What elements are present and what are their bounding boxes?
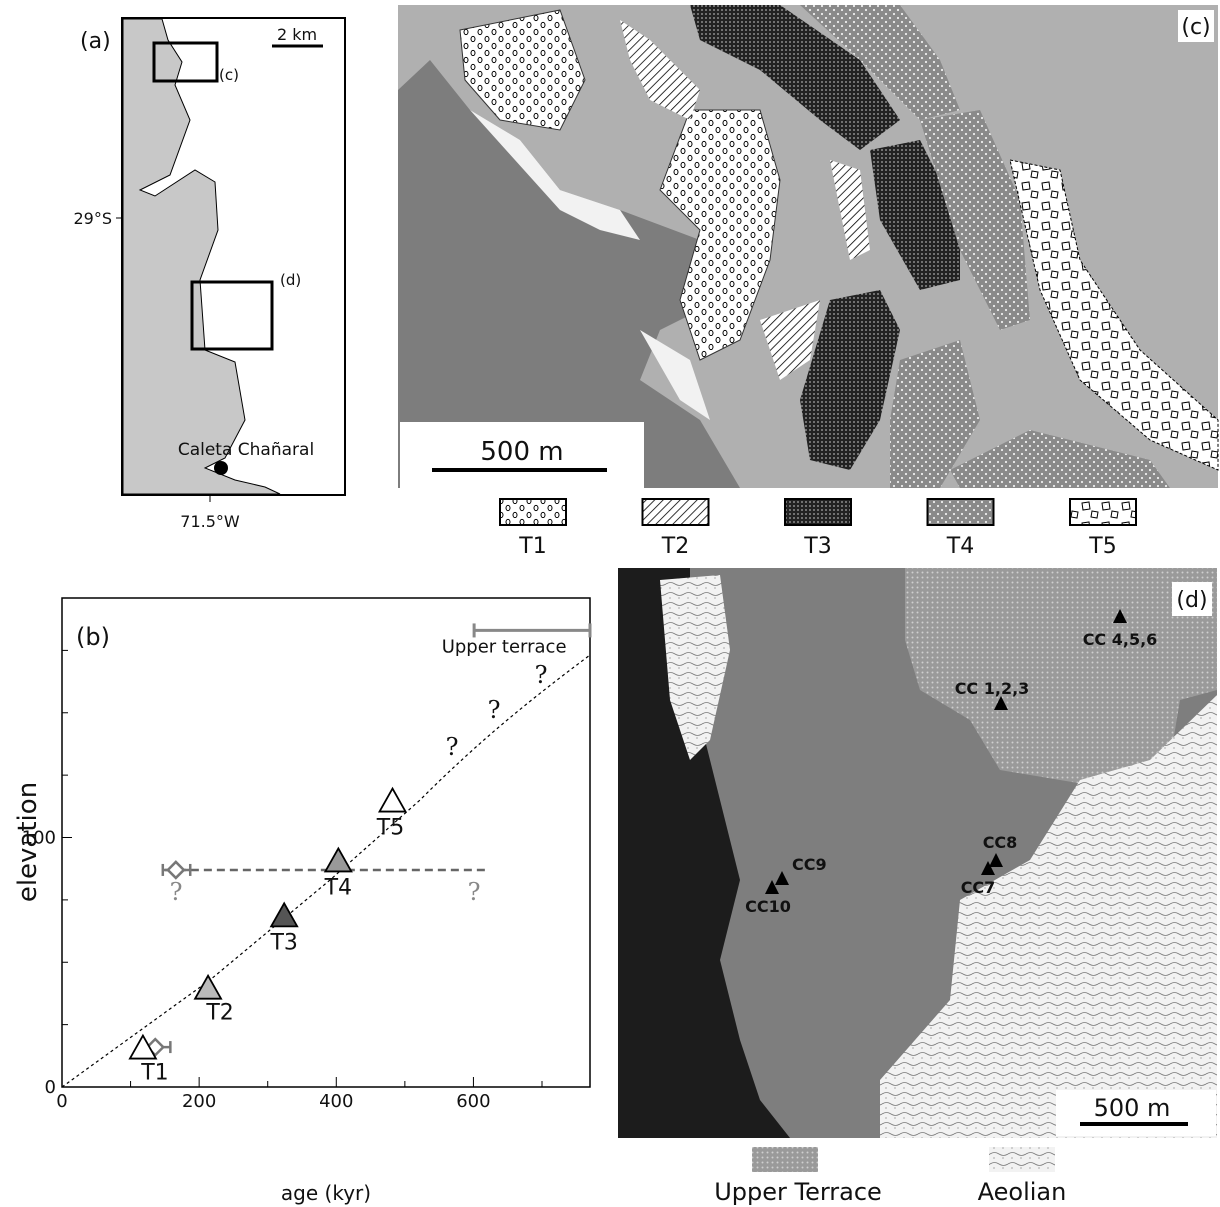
scale-label: 500 m [1094, 1094, 1171, 1122]
legend-swatch [928, 499, 994, 525]
legend: T1 T2 T3 T4 T5 [500, 499, 1136, 559]
panel-c: (c) 500 m T1 T2 T3 T4 T5 [398, 5, 1218, 559]
terrace-label: T3 [269, 930, 297, 955]
site-label: CC10 [745, 897, 791, 916]
panel-label: (c) [1181, 15, 1210, 40]
x-tick-label: 400 [319, 1091, 353, 1112]
box-label: (c) [219, 66, 239, 84]
site-label: CC 4,5,6 [1083, 630, 1158, 649]
diamond-point [168, 862, 184, 878]
terrace-label: T4 [324, 875, 352, 900]
upper-terrace-label: Upper terrace [442, 636, 567, 657]
site-label: CC8 [983, 833, 1018, 852]
site-label: CC 1,2,3 [955, 679, 1030, 698]
panel-label: (b) [76, 623, 110, 651]
terrace-point [195, 976, 221, 999]
place-marker [214, 461, 228, 475]
panel-label: (d) [1176, 588, 1207, 613]
y-tick-label: 100 [22, 828, 56, 849]
terrace-label: T2 [205, 1001, 233, 1026]
legend-swatch [785, 499, 851, 525]
legend-label: Upper Terrace [714, 1178, 882, 1206]
legend-swatch [500, 499, 566, 525]
panel-a: (a) 2 km (c) (d) 29°S 71.5°W Caleta Chañ… [73, 18, 345, 531]
question-mark: ? [468, 878, 481, 906]
legend-label: T3 [803, 534, 831, 559]
site-label: CC7 [961, 878, 996, 897]
legend-label: T1 [518, 534, 546, 559]
panel-d: (d) 500 m CC 4,5,6CC 1,2,3CC8CC9CC7CC10 … [618, 568, 1217, 1206]
scale-label: 2 km [277, 25, 317, 44]
legend-swatch [643, 499, 709, 525]
longitude: 71.5°W [180, 512, 240, 531]
question-mark: ? [170, 878, 183, 906]
legend-label: T5 [1088, 534, 1116, 559]
legend-label: Aeolian [978, 1178, 1067, 1206]
legend-swatch [989, 1147, 1055, 1172]
terrace-point [325, 848, 351, 871]
figure: (a) 2 km (c) (d) 29°S 71.5°W Caleta Chañ… [0, 0, 1220, 1207]
scale-label: 500 m [480, 437, 563, 467]
terrace-label: T5 [376, 816, 404, 841]
question-mark: ? [446, 733, 459, 761]
plot-frame [62, 598, 590, 1087]
legend-label: T4 [946, 534, 974, 559]
question-mark: ? [488, 696, 501, 724]
terrace-label: T1 [140, 1061, 168, 1086]
site-label: CC9 [792, 855, 827, 874]
legend-label: T2 [661, 534, 689, 559]
latitude: 29°S [73, 209, 112, 228]
legend-swatch [752, 1147, 818, 1172]
question-mark: ? [535, 661, 548, 689]
legend-swatch [1070, 499, 1136, 525]
terrace-point [271, 903, 297, 926]
legend: Upper Terrace Aeolian [714, 1147, 1066, 1206]
box-label: (d) [280, 271, 301, 289]
panel-label: (a) [80, 29, 111, 54]
terrace-point [380, 789, 406, 812]
x-tick-label: 600 [456, 1091, 490, 1112]
x-tick-label: 200 [182, 1091, 216, 1112]
x-axis-label: age (kyr) [281, 1181, 371, 1205]
place-name: Caleta Chañaral [178, 440, 314, 460]
x-tick-label: 0 [56, 1091, 67, 1112]
y-tick-label: 0 [45, 1077, 56, 1098]
